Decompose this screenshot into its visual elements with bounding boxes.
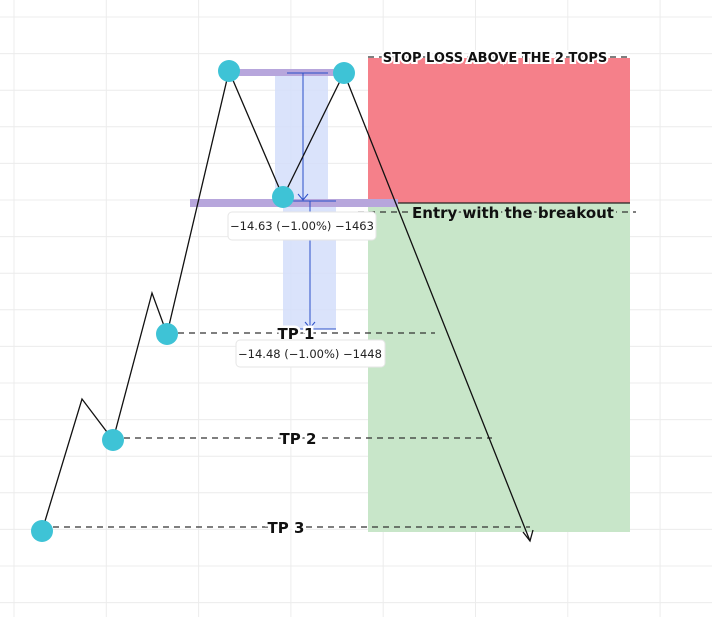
- arrow-head-icon: [522, 529, 534, 543]
- pivot-marker[interactable]: [218, 60, 240, 82]
- measure-arrow-1: [287, 72, 328, 201]
- tp3-label: TP 3: [268, 519, 305, 537]
- entry-label: Entry with the breakout: [412, 204, 614, 222]
- pivot-marker[interactable]: [156, 323, 178, 345]
- measure-label-1-text: −14.63 (−1.00%) −1463: [230, 219, 374, 233]
- measure-area-1[interactable]: [275, 73, 328, 201]
- stop-loss-label: STOP LOSS ABOVE THE 2 TOPS: [383, 51, 608, 66]
- pivot-markers: [31, 60, 355, 542]
- stop-loss-zone[interactable]: [368, 58, 630, 203]
- tops-level-bar[interactable]: [229, 69, 344, 76]
- neckline-level-bar[interactable]: [190, 199, 398, 207]
- pivot-marker[interactable]: [333, 62, 355, 84]
- tp2-label: TP 2: [280, 430, 317, 448]
- measure-label-2-text: −14.48 (−1.00%) −1448: [238, 347, 382, 361]
- measure-label-1: −14.63 (−1.00%) −1463: [227, 211, 377, 241]
- target-zone[interactable]: [368, 203, 630, 532]
- pivot-marker[interactable]: [272, 186, 294, 208]
- pivot-marker[interactable]: [31, 520, 53, 542]
- measure-label-2: −14.48 (−1.00%) −1448: [235, 339, 386, 368]
- pivot-marker[interactable]: [102, 429, 124, 451]
